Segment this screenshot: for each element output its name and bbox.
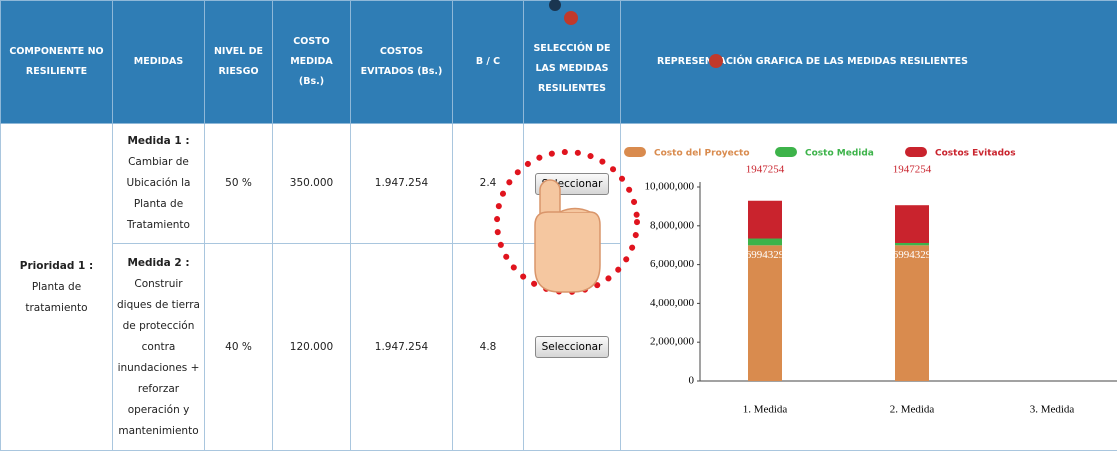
select-button[interactable]: Seleccionar [535, 173, 610, 195]
legend-swatch [905, 147, 927, 157]
header-text: REPRESENTACIÓN GRAFICA DE LAS MEDIDAS RE… [657, 56, 968, 67]
chart: Costo del Proyecto Costo Medida Costos Evi… [620, 108, 1117, 435]
risk-cell: 50 % [205, 124, 273, 244]
x-tick-label: 3. Medida [1030, 404, 1075, 416]
header-cell: SELECCIÓN DE LAS MEDIDAS RESILIENTES [524, 1, 621, 124]
bar-segment [748, 245, 782, 381]
header-cell: NIVEL DE RIESGO [205, 1, 273, 124]
component-title: Prioridad 1 : [4, 256, 109, 277]
y-tick-label: 0 [689, 375, 695, 387]
header-cell: REPRESENTACIÓN GRAFICA DE LAS MEDIDAS RE… [621, 1, 1117, 124]
y-tick-label: 4,000,000 [650, 297, 695, 309]
select-button[interactable]: Seleccionar [535, 336, 610, 358]
measure-cell: Medida 2 :Construir diques de tierra de … [113, 244, 205, 451]
risk-cell: 40 % [205, 244, 273, 451]
select-cell: Seleccionar [524, 244, 621, 451]
header-row: COMPONENTE NO RESILIENTE MEDIDAS NIVEL D… [1, 1, 1117, 124]
x-tick-label: 2. Medida [890, 404, 935, 416]
y-tick-label: 10,000,000 [645, 181, 695, 193]
cost-cell: 350.000 [273, 124, 351, 244]
data-label: 1947254 [746, 164, 785, 176]
y-tick-label: 8,000,000 [650, 219, 695, 231]
bc-cell: 4.8 [453, 244, 524, 451]
header-cell: COMPONENTE NO RESILIENTE [1, 1, 113, 124]
y-tick-label: 2,000,000 [650, 336, 695, 348]
component-cell: Prioridad 1 :Planta de tratamiento [1, 124, 113, 451]
avoided-cell: 1.947.254 [351, 244, 453, 451]
select-cell: Seleccionar [524, 124, 621, 244]
header-cell: COSTOS EVITADOS (Bs.) [351, 1, 453, 124]
header-text: SELECCIÓN DE LAS MEDIDAS RESILIENTES [533, 43, 610, 94]
x-tick-label: 1. Medida [743, 404, 788, 416]
legend-swatch [624, 147, 646, 157]
measure-text: Construir diques de tierra de protección… [116, 274, 201, 442]
cost-cell: 120.000 [273, 244, 351, 451]
legend-label: Costos Evitados [935, 149, 1016, 159]
legend-swatch [775, 147, 797, 157]
header-cell: B / C [453, 1, 524, 124]
bar-segment [895, 245, 929, 381]
measure-text: Cambiar de Ubicación la Planta de Tratam… [116, 152, 201, 236]
legend-label: Costo del Proyecto [654, 149, 750, 159]
measure-title: Medida 1 : [116, 131, 201, 152]
component-name: Planta de tratamiento [4, 277, 109, 319]
avoided-cell: 1.947.254 [351, 124, 453, 244]
y-tick-label: 6,000,000 [650, 258, 695, 270]
header-cell: COSTO MEDIDA (Bs.) [273, 1, 351, 124]
header-cell: MEDIDAS [113, 1, 205, 124]
page: COMPONENTE NO RESILIENTE MEDIDAS NIVEL D… [0, 0, 1117, 435]
data-label: 1947254 [893, 164, 932, 176]
measure-cell: Medida 1 :Cambiar de Ubicación la Planta… [113, 124, 205, 244]
bar-segment [895, 205, 929, 243]
data-label: 6994329 [746, 249, 785, 261]
bc-cell: 2.4 [453, 124, 524, 244]
data-label: 6994329 [893, 249, 932, 261]
measure-title: Medida 2 : [116, 253, 201, 274]
legend-label: Costo Medida [805, 149, 874, 159]
bar-segment [748, 201, 782, 239]
